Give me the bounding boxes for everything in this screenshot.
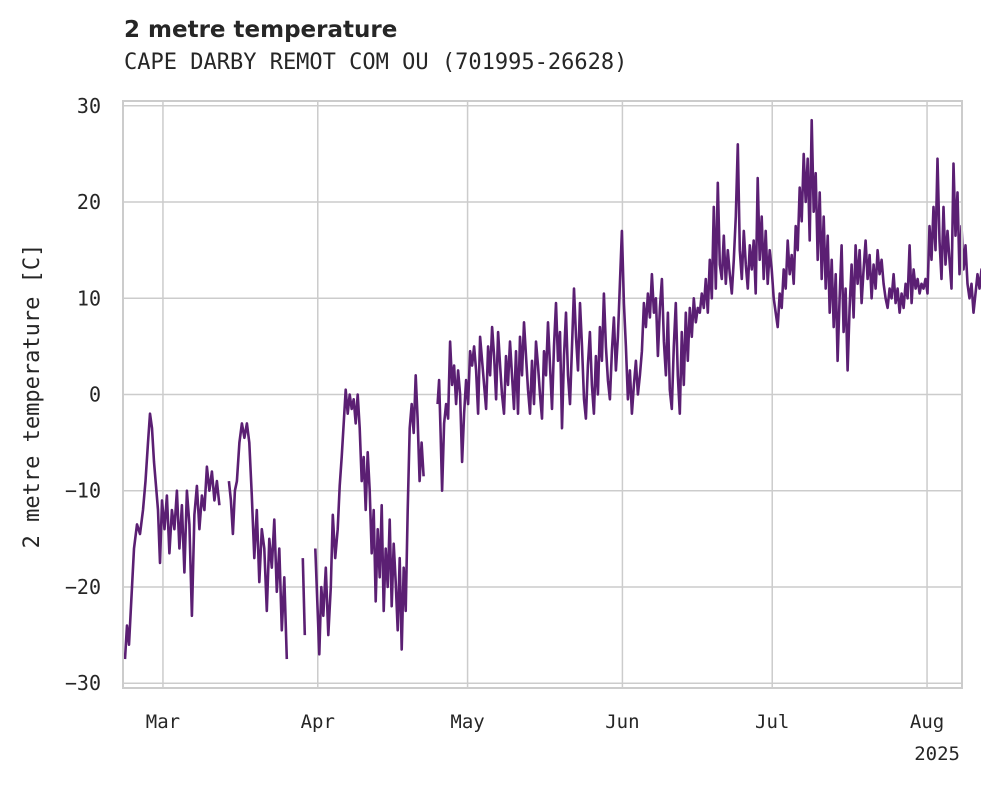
series-line-segment bbox=[314, 374, 425, 656]
series-line-segment bbox=[301, 558, 307, 636]
x-tick-label: Jul bbox=[755, 711, 789, 733]
plot-frame bbox=[122, 100, 963, 689]
y-tick-label: 10 bbox=[77, 286, 101, 310]
x-axis-year-label: 2025 bbox=[914, 743, 960, 765]
y-tick-label: 20 bbox=[77, 190, 101, 214]
y-axis-ticks: −30 −20 −10 0 10 20 30 bbox=[65, 94, 101, 695]
grid-lines bbox=[123, 101, 962, 688]
y-tick-label: 30 bbox=[77, 94, 101, 118]
y-tick-label: −20 bbox=[65, 575, 101, 599]
y-axis-label: 2 metre temperature [C] bbox=[20, 244, 45, 549]
x-tick-label: May bbox=[450, 711, 484, 733]
series-line-segment bbox=[123, 412, 221, 660]
series-line-segment bbox=[436, 118, 981, 492]
y-tick-label: −30 bbox=[65, 671, 101, 695]
y-tick-label: −10 bbox=[65, 479, 101, 503]
chart-title: 2 metre temperature bbox=[124, 17, 398, 43]
x-axis-ticks: Mar Apr May Jun Jul Aug bbox=[146, 711, 944, 733]
chart-subtitle: CAPE DARBY REMOT COM OU (701995-26628) bbox=[124, 50, 628, 75]
x-tick-label: Mar bbox=[146, 711, 180, 733]
y-tick-label: 0 bbox=[89, 383, 101, 407]
x-tick-label: Aug bbox=[910, 711, 944, 733]
series-layer bbox=[123, 118, 981, 660]
x-tick-label: Apr bbox=[301, 711, 335, 733]
series-line-segment bbox=[227, 422, 289, 660]
x-tick-label: Jun bbox=[605, 711, 639, 733]
